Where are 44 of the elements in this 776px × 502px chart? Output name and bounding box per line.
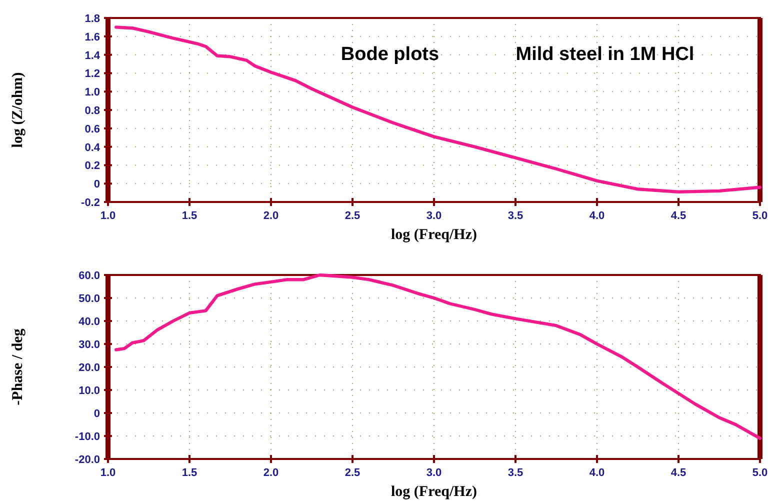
x-tick-label: 3.0	[426, 467, 442, 479]
x-axis-title: log (Freq/Hz)	[391, 484, 477, 500]
x-axis-title: log (Freq/Hz)	[391, 227, 477, 243]
y-tick-label: 60.0	[78, 270, 100, 282]
x-tick-label: 2.0	[263, 210, 279, 222]
x-tick-label: 2.5	[344, 210, 360, 222]
x-tick-label: 4.0	[589, 467, 605, 479]
y-tick-label: 40.0	[78, 316, 100, 328]
y-tick-label: -20.0	[74, 454, 100, 466]
y-tick-label: 0.2	[84, 160, 100, 172]
y-tick-label: 0.6	[84, 123, 100, 136]
y-tick-label: 1.2	[84, 68, 100, 80]
y-tick-label: 50.0	[78, 293, 100, 305]
y-tick-label: 0.8	[84, 105, 100, 117]
annotation: Mild steel in 1M HCl	[516, 44, 694, 65]
y-tick-label: 20.0	[78, 362, 100, 374]
x-tick-label: 2.0	[263, 467, 279, 479]
x-tick-label: 2.5	[344, 467, 360, 479]
y-tick-label: -0.2	[81, 197, 100, 209]
y-tick-label: 1.4	[84, 50, 101, 62]
line-series	[114, 273, 762, 440]
y-tick-label: 30.0	[78, 339, 100, 351]
x-tick-label: 1.5	[182, 210, 198, 222]
x-tick-label: 3.5	[508, 467, 524, 479]
y-tick-label: 0.4	[84, 142, 101, 154]
y-axis-title: log (Z/ohm)	[10, 72, 26, 148]
x-tick-label: 4.5	[670, 210, 686, 222]
y-tick-label: 1.0	[84, 86, 100, 99]
y-tick-label: 1.6	[84, 31, 100, 44]
x-tick-label: 4.5	[670, 467, 686, 479]
x-tick-label: 1.5	[182, 467, 198, 479]
x-tick-label: 5.0	[752, 467, 768, 479]
x-tick-label: 3.5	[508, 210, 524, 222]
x-tick-label: 3.0	[426, 210, 442, 222]
y-tick-label: 10.0	[78, 385, 100, 397]
y-tick-label: 0	[94, 178, 100, 191]
annotation: Bode plots	[340, 44, 440, 65]
y-tick-label: 0	[94, 408, 100, 420]
x-tick-label: 4.0	[589, 210, 605, 222]
y-tick-label: -10.0	[74, 431, 100, 443]
line-series	[114, 26, 762, 194]
y-axis-title: -Phase / deg	[10, 328, 26, 406]
y-tick-label: 1.8	[84, 13, 100, 25]
x-tick-label: 5.0	[752, 210, 768, 222]
